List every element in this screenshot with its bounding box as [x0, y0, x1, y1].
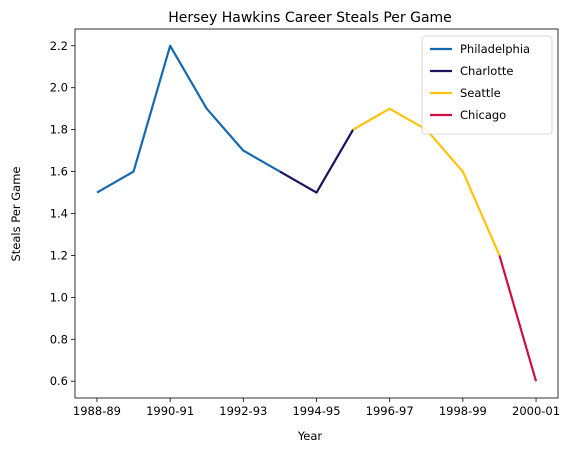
- y-tick-label: 0.8: [50, 332, 68, 346]
- y-tick-label: 1.8: [50, 123, 68, 137]
- chart-title: Hersey Hawkins Career Steals Per Game: [168, 10, 452, 26]
- x-tick-label: 2000-01: [512, 404, 560, 418]
- y-tick-label: 1.2: [50, 248, 68, 262]
- series-line-philadelphia: [97, 46, 280, 193]
- x-tick-label: 1996-97: [366, 404, 414, 418]
- y-tick-label: 0.6: [50, 374, 68, 388]
- y-tick-label: 1.6: [50, 165, 68, 179]
- y-tick-label: 2.2: [50, 39, 68, 53]
- series-line-chicago: [499, 255, 536, 381]
- series-line-charlotte: [280, 130, 353, 193]
- legend-label: Chicago: [460, 108, 506, 122]
- x-tick-label: 1994-95: [292, 404, 340, 418]
- x-tick-label: 1988-89: [73, 404, 121, 418]
- y-tick-label: 1.4: [50, 207, 68, 221]
- x-tick-label: 1998-99: [439, 404, 487, 418]
- y-axis: 0.6 0.8 1.0 1.2 1.4 1.6 1.8 2.0 2.2: [50, 39, 75, 388]
- y-tick-label: 1.0: [50, 290, 68, 304]
- legend: Philadelphia Charlotte Seattle Chicago: [422, 36, 552, 134]
- x-axis: 1988-89 1990-91 1992-93 1994-95 1996-97 1998-…: [73, 398, 560, 418]
- legend-label: Seattle: [460, 86, 501, 100]
- y-axis-label: Steals Per Game: [9, 167, 23, 262]
- y-tick-label: 2.0: [50, 81, 68, 95]
- x-tick-label: 1992-93: [219, 404, 267, 418]
- legend-label: Charlotte: [460, 64, 513, 78]
- legend-label: Philadelphia: [460, 42, 530, 56]
- x-tick-label: 1990-91: [146, 404, 194, 418]
- x-axis-label: Year: [297, 429, 323, 443]
